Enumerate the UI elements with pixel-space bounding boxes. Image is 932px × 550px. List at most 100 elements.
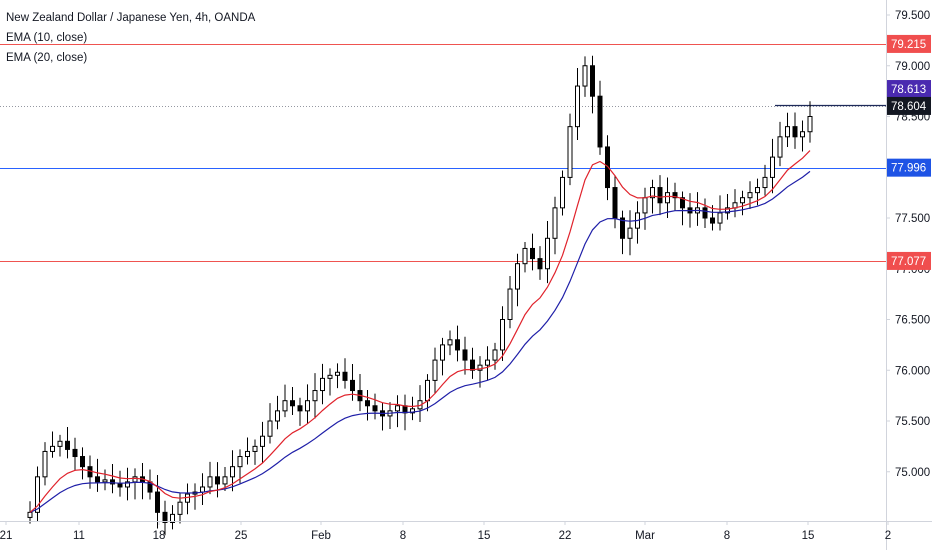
candle: [237, 449, 243, 484]
candle: [800, 120, 805, 152]
candle: [155, 474, 160, 529]
candle: [395, 395, 400, 428]
candle: [560, 170, 565, 216]
candle: [50, 431, 55, 458]
candle: [792, 112, 798, 149]
ema20-legend[interactable]: EMA (20, close): [6, 52, 88, 64]
candle-body: [402, 405, 408, 414]
candle-body: [537, 258, 543, 270]
y-tick-label: 79.500: [895, 10, 930, 22]
candle: [485, 346, 490, 381]
candle-body: [612, 187, 618, 219]
candle: [207, 461, 213, 495]
candle-body: [792, 126, 798, 138]
candle: [335, 363, 340, 389]
candle-body: [582, 65, 588, 87]
x-tick-label: 8: [724, 530, 730, 542]
candle-body: [245, 450, 250, 458]
candle-body: [680, 197, 685, 209]
candle-body: [785, 126, 790, 138]
x-tick-label: 21: [0, 530, 12, 542]
candle: [147, 469, 153, 500]
candle: [807, 101, 813, 143]
candle: [140, 463, 145, 500]
candle: [620, 210, 625, 255]
candle: [65, 426, 70, 459]
ema-lines: [29, 150, 811, 513]
candle: [515, 253, 520, 307]
candle: [447, 330, 453, 356]
candle: [522, 241, 528, 273]
candle-body: [515, 263, 520, 290]
candle-body: [42, 450, 48, 478]
candle-body: [530, 247, 535, 260]
candle: [87, 455, 93, 489]
candle-body: [800, 131, 805, 138]
price-tags: 79.215 77.996 77.077 78.613 78.604: [887, 34, 931, 270]
candle: [380, 403, 385, 431]
candle: [27, 501, 33, 524]
candle-body: [485, 359, 490, 366]
candle: [732, 189, 738, 218]
y-tick-label: 75.000: [895, 467, 930, 479]
candle-body: [290, 400, 295, 407]
candle-body: [372, 405, 378, 412]
candle: [635, 201, 640, 244]
chart-legend: New Zealand Dollar / Japanese Yen, 4h, O…: [6, 8, 255, 68]
candle: [762, 164, 768, 196]
candle-body: [200, 486, 205, 493]
candle: [492, 342, 498, 370]
candle: [657, 175, 663, 216]
candle: [500, 306, 505, 361]
candle-body: [260, 435, 265, 447]
horizontal-levels: [0, 44, 886, 262]
ema10-legend[interactable]: EMA (10, close): [6, 32, 88, 44]
candle: [567, 113, 573, 186]
candle: [785, 112, 790, 148]
candle: [110, 463, 115, 494]
candle: [717, 195, 723, 231]
candle: [297, 397, 303, 426]
candle: [170, 505, 175, 530]
candle-body: [560, 176, 565, 209]
candle-body: [440, 344, 445, 361]
x-tick-label: Mar: [635, 530, 655, 542]
candle-body: [125, 481, 130, 488]
candle: [275, 395, 280, 430]
candle-body: [80, 456, 85, 468]
candle: [665, 177, 670, 219]
candle-body: [72, 448, 78, 458]
candle-body: [447, 339, 453, 346]
candle-body: [27, 511, 33, 518]
candle-body: [657, 187, 663, 204]
candle: [57, 434, 63, 457]
candle: [290, 387, 295, 416]
candle-body: [500, 319, 505, 351]
candle: [42, 442, 48, 486]
candle-body: [575, 85, 580, 128]
candle-body: [117, 483, 123, 488]
candle-body: [462, 349, 468, 361]
candle: [185, 483, 190, 515]
candle-body: [95, 476, 100, 483]
symbol-title[interactable]: New Zealand Dollar / Japanese Yen, 4h, O…: [6, 12, 256, 24]
last-price-tag-bg: [887, 96, 931, 115]
candle: [80, 447, 85, 480]
candle-body: [252, 445, 258, 452]
candle-body: [102, 479, 108, 483]
candle: [710, 205, 715, 231]
x-tick-label: 22: [559, 530, 572, 542]
ray-tag-bg: [887, 80, 931, 99]
candle-body: [297, 405, 303, 412]
candle-body: [35, 476, 40, 513]
candle: [320, 363, 325, 405]
candle-body: [770, 156, 775, 178]
candle: [590, 55, 595, 114]
candle: [612, 175, 618, 229]
candle: [95, 458, 100, 492]
candle: [245, 437, 250, 465]
candle-body: [455, 339, 460, 351]
candle-body: [552, 207, 558, 239]
candle-body: [650, 187, 655, 199]
